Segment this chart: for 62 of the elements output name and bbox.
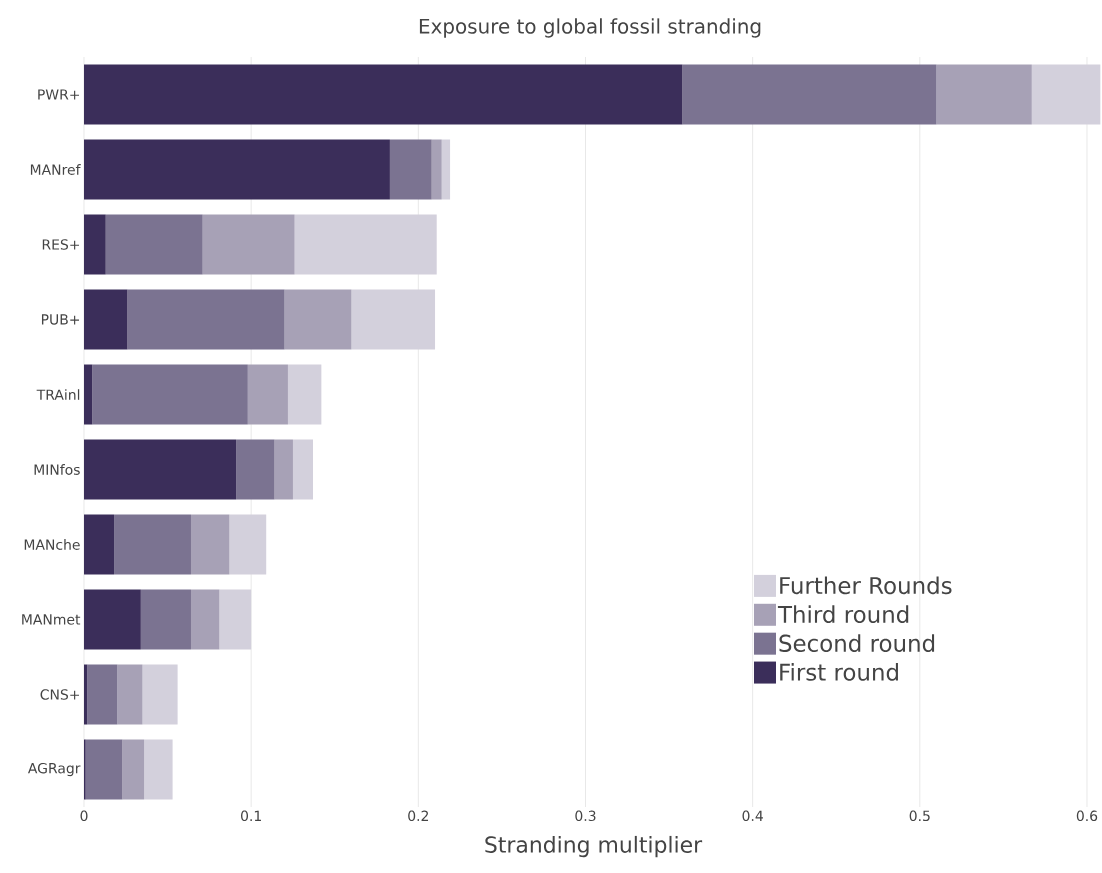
bar <box>441 139 451 200</box>
bar <box>84 214 106 275</box>
bar <box>1031 64 1101 125</box>
y-tick-label: CNS+ <box>40 689 80 700</box>
x-tick-label: 0.5 <box>909 810 930 822</box>
bar <box>936 64 1032 125</box>
bar <box>219 589 252 650</box>
y-tick-label: PUB+ <box>41 314 80 325</box>
bar <box>389 139 432 200</box>
bar <box>247 364 288 425</box>
bar <box>105 214 203 275</box>
legend-label: Further Rounds <box>780 576 952 595</box>
bar <box>142 664 178 725</box>
legend-label: Third round <box>777 605 909 624</box>
y-tick-label: MINfos <box>34 464 80 475</box>
bar <box>431 139 442 200</box>
bar <box>87 664 118 725</box>
bar <box>140 589 191 650</box>
bar <box>294 214 437 275</box>
x-tick-label: 0.4 <box>742 810 763 822</box>
y-tick-label: MANche <box>24 539 80 550</box>
y-tick-label: PWR+ <box>38 89 80 100</box>
bar <box>229 514 267 575</box>
bar <box>84 64 683 125</box>
x-tick-label: 0.6 <box>1076 810 1098 822</box>
x-tick-label: 0.3 <box>575 810 596 822</box>
bar <box>84 364 93 425</box>
bar <box>274 439 293 500</box>
bar <box>682 64 937 125</box>
x-tick-label: 0.2 <box>408 810 429 822</box>
bar <box>84 439 237 500</box>
bar <box>202 214 295 275</box>
chart-title: Exposure to global fossil stranding <box>419 18 761 38</box>
bar <box>84 664 88 725</box>
x-tick-label: 0 <box>80 810 88 822</box>
bar <box>284 289 352 350</box>
legend-label: First round <box>780 663 898 681</box>
y-tick-label: AGRagr <box>27 762 81 777</box>
bar <box>236 439 275 500</box>
bar <box>190 589 220 650</box>
bar <box>84 139 390 200</box>
bar <box>84 289 128 350</box>
bar <box>287 364 322 425</box>
bar <box>127 289 285 350</box>
bar <box>190 514 230 575</box>
y-tick-label: TRAinl <box>36 389 80 400</box>
x-axis-title: Stranding multiplier <box>485 835 703 858</box>
x-tick-label: 0.1 <box>240 810 261 822</box>
bar <box>114 514 191 575</box>
legend-label: Second round <box>779 634 935 652</box>
bar <box>122 739 145 800</box>
bar <box>292 439 314 500</box>
bar <box>84 514 115 575</box>
bar <box>92 364 248 425</box>
bar <box>351 289 436 350</box>
y-tick-label: MANref <box>30 164 81 175</box>
y-tick-label: RES+ <box>42 239 80 250</box>
bar <box>85 739 123 800</box>
bar <box>84 589 141 650</box>
bar <box>144 739 173 800</box>
bar <box>117 664 143 725</box>
y-tick-label: MANmet <box>22 614 81 625</box>
